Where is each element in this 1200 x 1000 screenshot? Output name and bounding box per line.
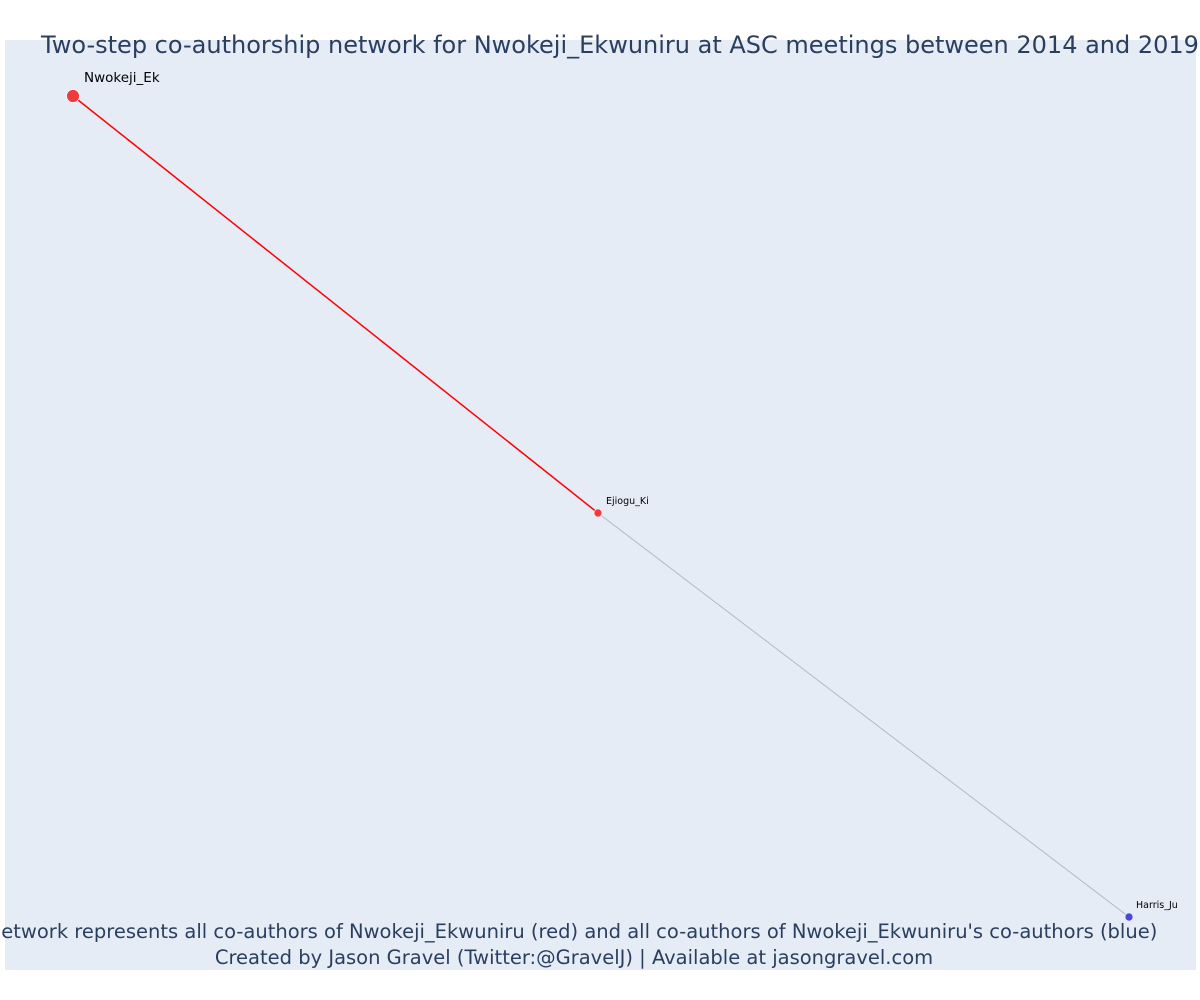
node-label-harris: Harris_Ju [1136, 900, 1178, 911]
node-layer [66, 89, 1134, 922]
node-ejiogu[interactable] [593, 508, 603, 518]
node-harris[interactable] [1124, 912, 1134, 922]
edge-nwokeji-ejiogu [72, 95, 599, 514]
chart-title: Two-step co-authorship network for Nwoke… [40, 31, 1199, 59]
node-label-ejiogu: Ejiogu_Ki [606, 496, 649, 507]
node-label-layer: Nwokeji_Ek Ejiogu_Ki Harris_Ju [84, 70, 1178, 911]
footer-note-line1: Network represents all co-authors of Nwo… [0, 920, 1157, 943]
node-label-nwokeji: Nwokeji_Ek [84, 70, 160, 86]
footer-note-line2: Created by Jason Gravel (Twitter:@Gravel… [215, 946, 933, 969]
node-nwokeji[interactable] [66, 89, 80, 103]
edge-ejiogu-harris [597, 512, 1130, 918]
plot-background [5, 40, 1196, 970]
edge-layer [72, 95, 1130, 918]
